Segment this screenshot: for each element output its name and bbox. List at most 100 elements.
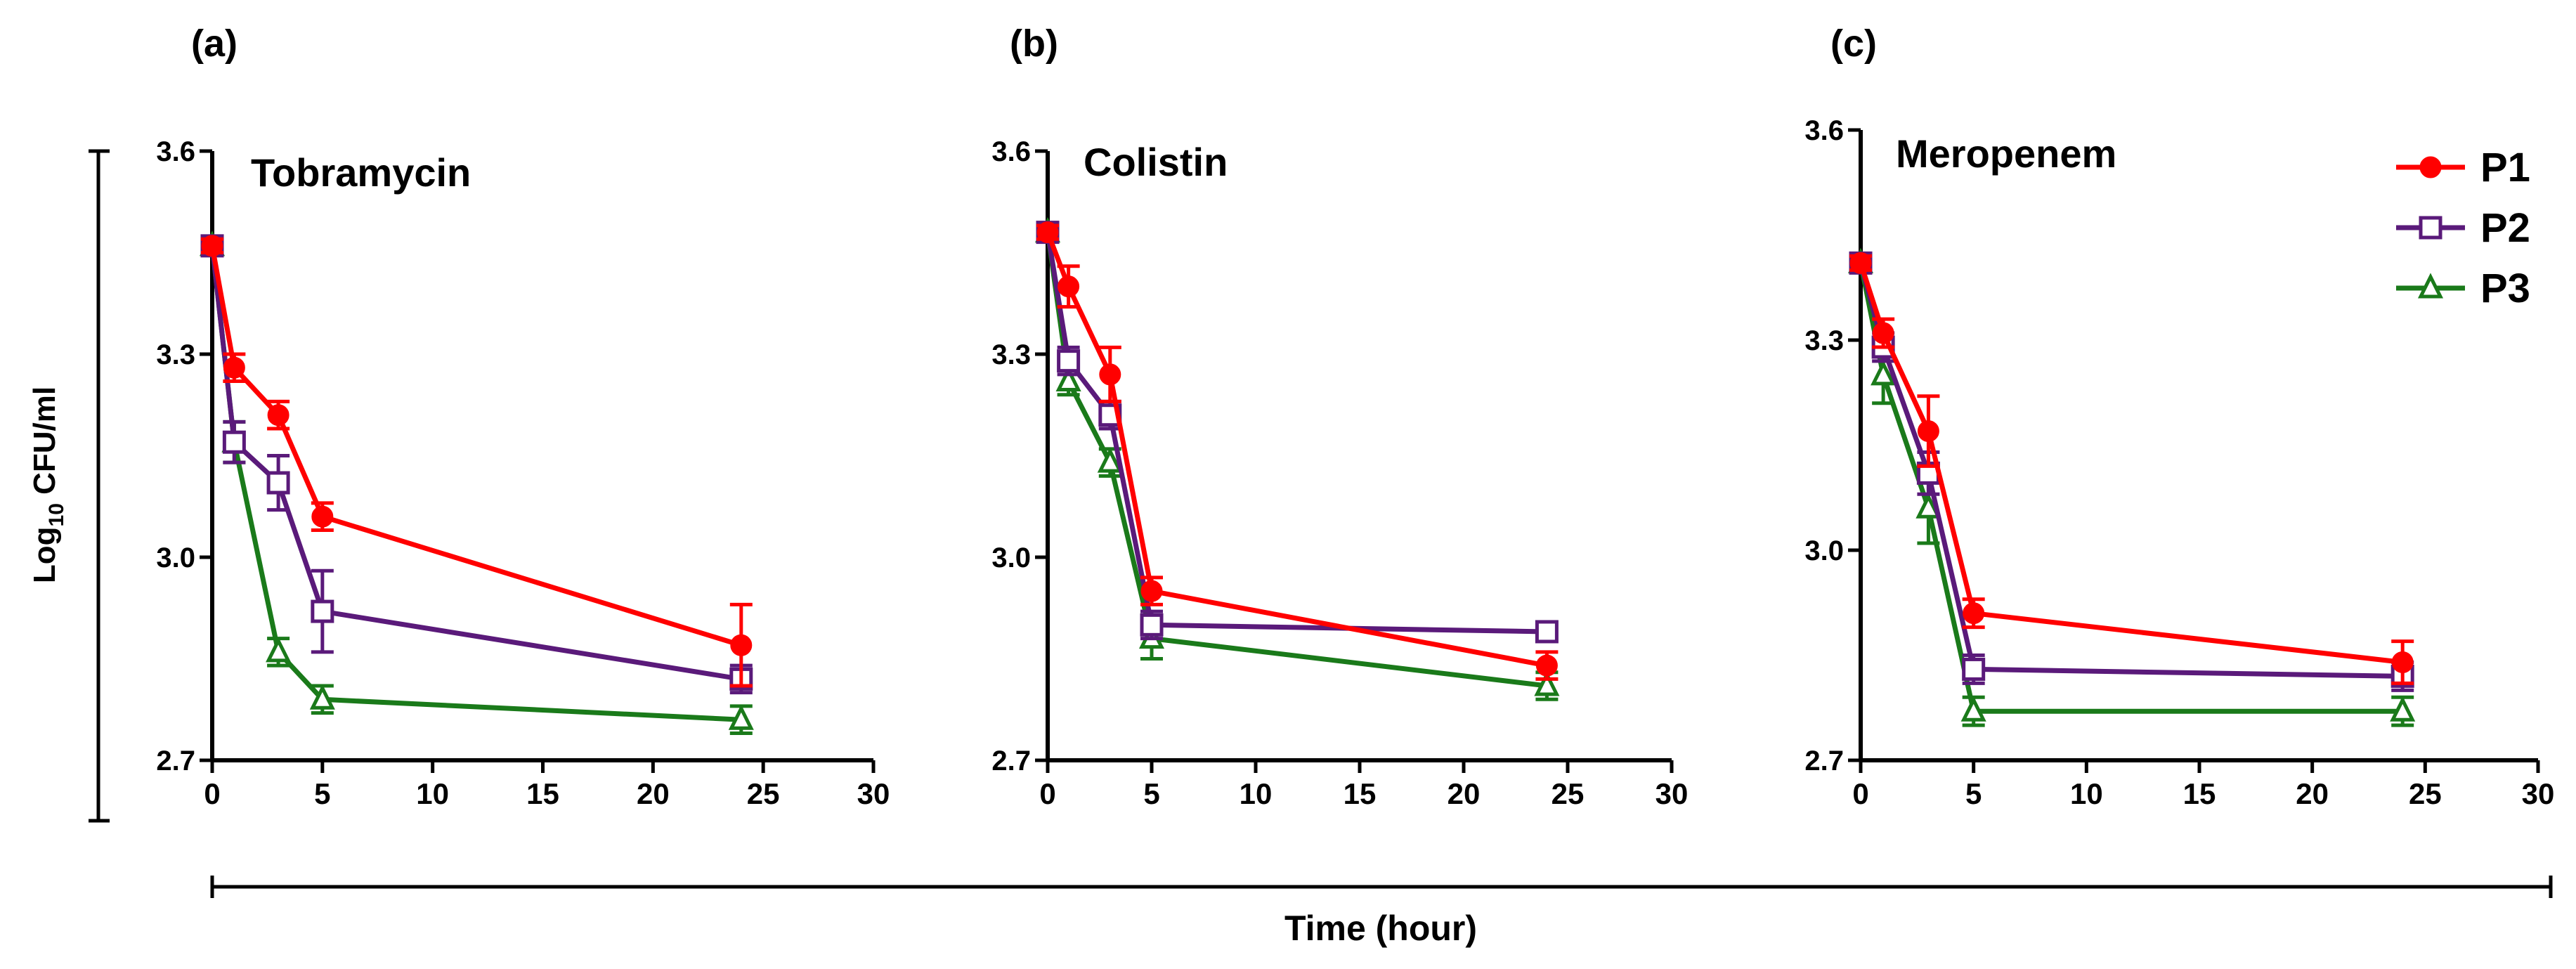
- series-line: [209, 245, 741, 722]
- x-tick-label: 25: [2409, 777, 2442, 810]
- x-tick-label: 30: [1655, 777, 1689, 810]
- y-tick-label: 3.0: [156, 542, 195, 573]
- data-point: [1036, 221, 1059, 244]
- legend-item-p1: P1: [2396, 145, 2530, 190]
- legend-marker: [2417, 273, 2444, 299]
- x-tick-label: 10: [416, 777, 449, 810]
- data-point: [1915, 493, 1941, 519]
- data-point: [223, 356, 245, 379]
- data-point: [2390, 696, 2416, 722]
- data-point: [1871, 360, 1897, 386]
- panel-c: (c) Meropenem 2.7 3.0 3.3 3.6 0 5 10 15 20 25 30: [1804, 22, 2554, 810]
- y-tick-label: 3.6: [156, 136, 195, 167]
- x-tick-label: 0: [1039, 777, 1055, 810]
- y-tick-label: 2.7: [1804, 746, 1844, 776]
- series-line: [209, 245, 742, 682]
- x-tick-label: 5: [314, 777, 330, 810]
- series-p2: [1036, 221, 1559, 644]
- panel-b: (b) Colistin 2.7 3.0 3.3 3.6 0 5 10 15 20 25 30: [991, 22, 1688, 810]
- data-point: [1140, 613, 1164, 637]
- data-point: [267, 404, 290, 427]
- data-point: [1057, 349, 1081, 373]
- data-point: [1535, 620, 1559, 644]
- x-tick-label: 0: [1852, 777, 1868, 810]
- x-tick-label: 15: [1344, 777, 1377, 810]
- legend-label: P2: [2480, 205, 2530, 251]
- x-tick-label: 30: [857, 777, 890, 810]
- data-point: [730, 634, 753, 656]
- x-tick-label: 5: [1965, 777, 1982, 810]
- x-tick-label: 10: [2070, 777, 2103, 810]
- y-tick-label: 3.3: [156, 339, 195, 370]
- legend-marker: [2419, 156, 2442, 178]
- panel-title: Tobramycin: [251, 150, 471, 195]
- data-point: [309, 684, 335, 710]
- data-point: [222, 430, 246, 454]
- data-point: [728, 704, 754, 730]
- data-point: [266, 471, 290, 495]
- x-axis-label: Time (hour): [1284, 909, 1477, 948]
- data-point: [1960, 696, 1986, 722]
- data-point: [311, 599, 334, 623]
- y-tick-label: 2.7: [991, 746, 1031, 776]
- data-point: [1097, 447, 1123, 473]
- y-axis-label-subscript: 10: [45, 503, 68, 526]
- series-p1: [201, 235, 753, 688]
- panel-a: (a) Tobramycin 2.7 3.0 3.3 3.6 0 5 10 15 20 25 30: [156, 22, 890, 810]
- data-point: [2391, 651, 2414, 673]
- y-tick-label: 3.0: [1804, 535, 1844, 566]
- data-point: [1849, 252, 1872, 274]
- legend: P1 P2 P3: [2396, 145, 2530, 311]
- legend-marker: [2419, 216, 2442, 240]
- x-tick-label: 0: [204, 777, 220, 810]
- data-point: [266, 637, 292, 663]
- x-tick-label: 20: [2296, 777, 2329, 810]
- series-line: [209, 245, 742, 648]
- legend-label: P3: [2480, 266, 2530, 311]
- x-tick-label: 15: [526, 777, 559, 810]
- y-tick-label: 3.3: [1804, 325, 1844, 356]
- data-point: [1962, 657, 1986, 681]
- data-point: [1055, 365, 1081, 392]
- data-point: [1140, 580, 1163, 602]
- panel-label: (b): [1010, 22, 1058, 65]
- x-bracket: [210, 876, 2553, 898]
- series-p2: [1849, 251, 2414, 692]
- y-tick-label: 3.6: [1804, 115, 1844, 146]
- panel-label: (c): [1830, 22, 1877, 65]
- x-tick-label: 5: [1143, 777, 1159, 810]
- y-bracket: [89, 149, 110, 823]
- data-point: [1535, 654, 1558, 677]
- x-tick-label: 20: [1448, 777, 1481, 810]
- y-tick-label: 3.3: [991, 339, 1031, 370]
- series-line: [1858, 262, 2403, 665]
- panel-title: Meropenem: [1896, 131, 2116, 176]
- x-tick-label: 10: [1240, 777, 1273, 810]
- x-tick-label: 25: [1552, 777, 1585, 810]
- series-line: [1858, 262, 2403, 679]
- panel-label: (a): [191, 22, 238, 65]
- y-axis-label: Log10 CFU/ml: [27, 386, 68, 583]
- data-point: [201, 235, 223, 257]
- data-point: [1099, 363, 1121, 386]
- y-tick-label: 3.6: [991, 136, 1031, 167]
- legend-label: P1: [2480, 145, 2530, 190]
- data-point: [311, 505, 334, 528]
- x-tick-label: 20: [637, 777, 670, 810]
- data-point: [1534, 670, 1560, 696]
- data-point: [1963, 602, 1985, 625]
- series-p1: [1849, 252, 2414, 685]
- legend-item-p3: P3: [2396, 266, 2530, 311]
- y-tick-label: 3.0: [991, 542, 1031, 573]
- data-point: [1058, 275, 1080, 298]
- legend-item-p2: P2: [2396, 205, 2530, 251]
- series-p1: [1036, 221, 1559, 681]
- data-point: [1872, 322, 1894, 344]
- y-tick-label: 2.7: [156, 746, 195, 776]
- panel-title: Colistin: [1084, 140, 1228, 184]
- x-tick-label: 25: [747, 777, 780, 810]
- x-tick-label: 30: [2522, 777, 2555, 810]
- x-tick-label: 15: [2183, 777, 2216, 810]
- series-line: [1045, 231, 1548, 668]
